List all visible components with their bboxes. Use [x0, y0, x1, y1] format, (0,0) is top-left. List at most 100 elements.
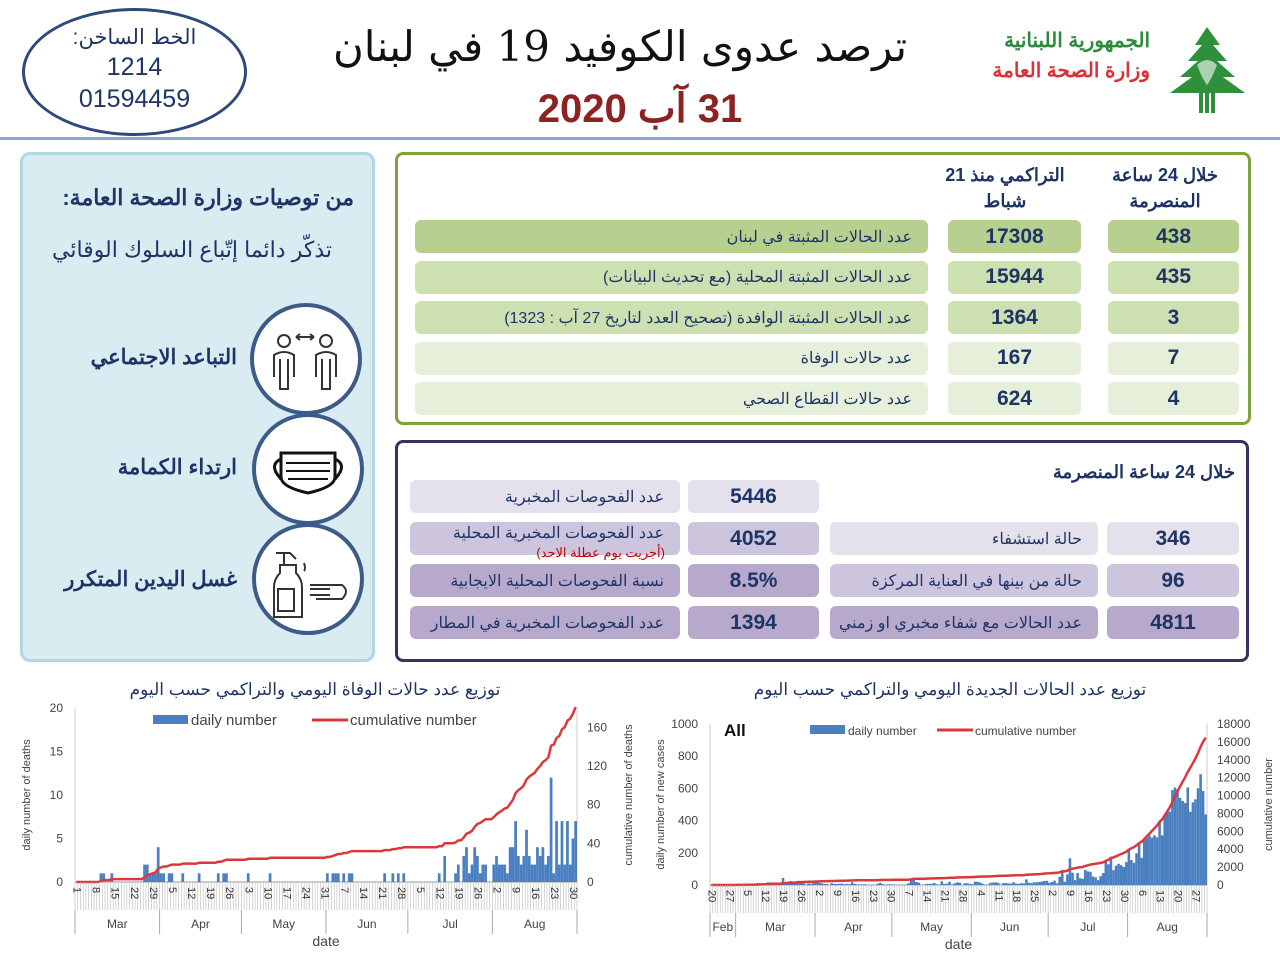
cases-bar — [809, 883, 813, 885]
cases-bar — [971, 884, 974, 885]
cases-bar — [1058, 876, 1061, 885]
hand-sanitizer-icon — [252, 523, 364, 635]
recommendation-mask: ارتداء الكمامة — [117, 456, 237, 479]
cases-bar — [1104, 860, 1108, 885]
cases-bar — [1055, 883, 1059, 885]
cases-xtick-label: 30 — [885, 890, 897, 902]
deaths-bar — [225, 873, 228, 882]
cases-xtick-label: 19 — [777, 890, 789, 902]
deaths-bar — [568, 864, 572, 882]
cases-xtick-label: 14 — [921, 890, 933, 902]
cases-bar — [973, 881, 977, 885]
cases-legend-bar-swatch — [810, 725, 845, 734]
deaths-bar — [470, 864, 474, 882]
cases-ytick-label: 600 — [678, 781, 698, 795]
deaths-bar — [347, 873, 351, 882]
cases-bar — [958, 882, 962, 885]
deaths-bar — [268, 873, 272, 882]
cases-xtick-label: 23 — [867, 890, 879, 902]
deaths-month-label: Jul — [442, 917, 457, 931]
recommendations-subtitle: تذكّر دائما إتّباع السلوك الوقائي — [52, 237, 332, 262]
deaths-bar — [481, 864, 485, 882]
recommendations-title: من توصيات وزارة الصحة العامة: — [62, 185, 354, 210]
deaths-bar — [181, 873, 185, 882]
cases-bar — [1183, 803, 1187, 885]
deaths-xtick-label: 23 — [548, 887, 560, 899]
ministry-line-2: وزارة الصحة العامة — [992, 60, 1150, 82]
deaths-bar — [154, 873, 157, 882]
recommendations-panel: من توصيات وزارة الصحة العامة: تذكّر دائم… — [20, 152, 375, 662]
cases-bar — [853, 883, 857, 885]
cases-bar — [932, 882, 936, 885]
deaths-month-label: Jun — [357, 917, 376, 931]
deaths-bar — [462, 855, 466, 882]
cases-row-daily: 4 — [1108, 382, 1239, 415]
cases-bar — [1114, 865, 1118, 885]
cases-bar — [1032, 882, 1036, 885]
cases-bar — [881, 884, 885, 885]
cases-bar — [1004, 883, 1008, 885]
cases-row-cumulative: 1364 — [948, 301, 1081, 334]
cases-bar — [943, 884, 946, 885]
cases-xtick-label: 21 — [939, 890, 951, 902]
cases-bar — [950, 884, 954, 885]
cases-bar — [1107, 864, 1110, 885]
cases-xtick-label: 16 — [1082, 890, 1094, 902]
cases-bar — [978, 882, 982, 885]
tests-panel-title: خلال 24 ساعة المنصرمة — [1052, 462, 1235, 482]
cases-bar — [807, 883, 810, 885]
cases-bar — [830, 883, 833, 885]
deaths-bar — [167, 873, 171, 882]
cases-bar — [1099, 876, 1102, 885]
deaths-ytick-right-label: 160 — [587, 720, 607, 734]
deaths-bar — [99, 873, 103, 882]
cases-bar — [914, 881, 918, 885]
cases-bar — [1137, 843, 1141, 885]
tests-row-label: عدد الفحوصات المخبرية المحلية — [410, 522, 680, 555]
cases-bar — [802, 882, 805, 885]
deaths-bar — [478, 873, 482, 882]
deaths-bar — [495, 855, 498, 882]
cases-xtick-label: 12 — [759, 890, 771, 902]
deaths-xtick-label: 17 — [281, 887, 293, 899]
cases-xtick-label: 2 — [1046, 890, 1058, 896]
deaths-xtick-label: 7 — [338, 887, 350, 893]
cases-month-label: Feb — [712, 920, 733, 934]
cases-bar — [1002, 883, 1005, 885]
hotline-badge: الخط الساخن: 1214 01594459 — [22, 8, 247, 136]
cases-bar — [1186, 787, 1190, 885]
cases-bar — [858, 884, 862, 885]
cases-bar — [1140, 857, 1143, 885]
cases-bar — [925, 883, 928, 885]
cases-bar — [989, 882, 992, 885]
cases-bar — [1112, 870, 1115, 885]
cases-legend-cumulative: cumulative number — [975, 724, 1076, 738]
cases-y-axis-title: daily number of new cases — [655, 739, 667, 870]
deaths-xtick-label: 8 — [90, 887, 102, 893]
cases-xtick-label: 20 — [1172, 890, 1184, 902]
cases-bar — [945, 883, 949, 885]
deaths-legend-cumulative: cumulative number — [350, 712, 477, 729]
deaths-bar — [503, 864, 507, 882]
cases-month-label: May — [920, 920, 943, 934]
cases-bar — [822, 883, 826, 885]
cases-bar — [1050, 881, 1054, 885]
tests-row-note: (أجريت يوم عطلة الاحد) — [536, 545, 665, 560]
cases-bar — [1035, 882, 1038, 885]
cases-bar — [1027, 882, 1031, 885]
deaths-bar — [506, 873, 509, 882]
deaths-legend-bar-swatch — [153, 715, 188, 724]
cases-ytick-label: 200 — [678, 846, 698, 860]
deaths-bar — [552, 873, 556, 882]
deaths-xtick-label: 26 — [472, 887, 484, 899]
deaths-bar — [383, 873, 387, 882]
deaths-xtick-label: 12 — [433, 887, 445, 899]
deaths-xtick-label: 15 — [109, 887, 121, 899]
cases-bar — [1019, 883, 1023, 885]
deaths-bar — [557, 864, 561, 882]
cases-summary-panel — [395, 152, 1251, 425]
deaths-xtick-label: 5 — [166, 887, 178, 893]
cases-row-cumulative: 167 — [948, 341, 1081, 375]
cases-bar — [879, 882, 882, 885]
deaths-bar — [326, 873, 329, 882]
